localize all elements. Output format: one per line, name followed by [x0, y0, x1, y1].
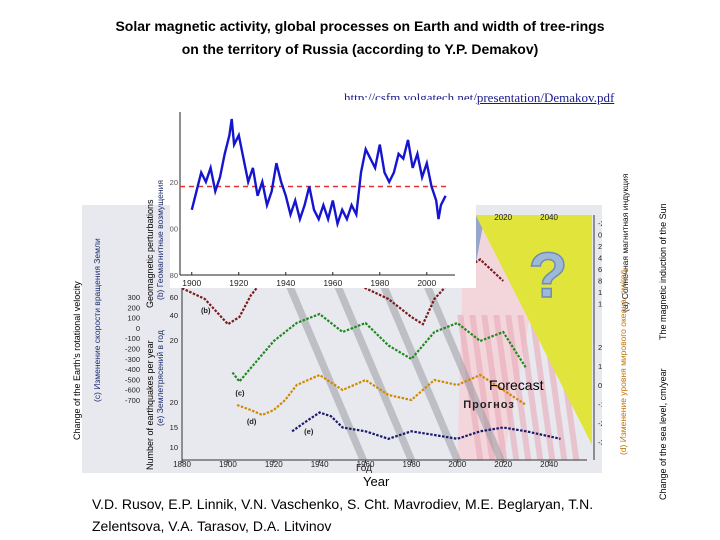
diagonal-bands — [285, 285, 505, 460]
right-tick-a: 0 — [598, 231, 602, 240]
left-tick-e: 10 — [170, 443, 178, 452]
label-geomagnetic: Geomagnetic perturbations — [145, 199, 155, 308]
forecast-hatch — [493, 315, 520, 460]
right-tick-d: -2 — [598, 419, 602, 428]
main-composite-chart: (b)(c)(d)(e) 1880 1900 1920 1940 1960 1980 200… — [82, 205, 602, 473]
left-tick-c: -300 — [125, 355, 140, 364]
diagonal-band — [333, 285, 416, 460]
right-tick-d: 1 — [598, 362, 602, 371]
forecast-hatch — [505, 315, 532, 460]
right-tick-a: 120 — [598, 300, 602, 309]
diagonal-band — [285, 285, 368, 460]
x-tick-label: 1960 — [357, 460, 375, 469]
left-tick-c: -400 — [125, 365, 140, 374]
right-tick-a: 20 — [598, 242, 602, 251]
forecast-hatch — [529, 315, 556, 460]
left-tick-e: 20 — [170, 336, 178, 345]
left-tick-c: -200 — [125, 345, 140, 354]
label-earth-rotation: Change of the Earth's rotational velocit… — [72, 281, 82, 440]
forecast-zone — [457, 215, 592, 460]
x-tick-label: 1900 — [219, 460, 237, 469]
forecast-label: Forecast — [489, 377, 544, 393]
inset-x-tick-label: 1900 — [182, 278, 201, 288]
top-tick-label: 2040 — [540, 213, 558, 222]
series-line-e — [291, 411, 561, 440]
diagonal-band — [422, 285, 505, 460]
main-axes: 1880190019201940196019802000202020402000… — [125, 213, 602, 469]
left-tick-c: 200 — [127, 303, 140, 312]
x-tick-label: 2040 — [540, 460, 558, 469]
top-tick-label: 2020 — [494, 213, 512, 222]
inset-axes: 1900 1920 1940 1960 1980 2000 120 100 80 — [170, 112, 455, 288]
inset-series-group — [180, 118, 450, 229]
inset-y-tick-label: 120 — [170, 178, 178, 187]
forecast-ru-label: Прогноз — [463, 399, 515, 411]
label-earth-rotation-ru: (с) Изменение скорости вращения Земли — [92, 238, 102, 402]
x-tick-label: 2020 — [494, 460, 512, 469]
right-tick-a: 40 — [598, 254, 602, 263]
x-tick-label: 2000 — [448, 460, 466, 469]
right-tick-a: 100 — [598, 288, 602, 297]
question-mark: ? — [528, 239, 567, 311]
x-tick-label: 1920 — [265, 460, 283, 469]
inset-y-tick-label: 100 — [170, 224, 178, 233]
year-label: Year — [363, 474, 390, 489]
left-tick-e: 20 — [170, 398, 178, 407]
curve-label-c: (c) — [235, 389, 245, 398]
right-tick-d: -1 — [598, 400, 602, 409]
left-tick-c: -100 — [125, 334, 140, 343]
left-tick-e: 15 — [170, 423, 178, 432]
label-earthquakes-ru: (e) Землетрясений в год — [155, 330, 165, 426]
left-tick-e: 40 — [170, 311, 178, 320]
series-line-d — [236, 373, 527, 417]
title-line-2: on the territory of Russia (according to… — [181, 41, 539, 57]
left-tick-c: -700 — [125, 396, 140, 405]
right-tick-d: 2 — [598, 343, 602, 352]
x-tick-label: 1880 — [173, 460, 191, 469]
title-line-1: Solar magnetic activity, global processe… — [115, 18, 605, 34]
year-ru-label: Год — [356, 463, 372, 473]
right-tick-a: 60 — [598, 265, 602, 274]
inset-series-line — [190, 118, 447, 229]
left-tick-e: 60 — [170, 293, 178, 302]
left-tick-c: 300 — [127, 293, 140, 302]
inset-x-tick-label: 1940 — [276, 278, 295, 288]
label-sea-level-ru: (d) Изменение уровня мирового океана, см… — [618, 269, 628, 455]
inset-x-tick-label: 1980 — [370, 278, 389, 288]
right-tick-a: 80 — [598, 277, 602, 286]
left-tick-c: 0 — [136, 324, 140, 333]
x-tick-label: 1980 — [403, 460, 421, 469]
label-geomagnetic-ru: (b) Геомагнитные возмущения — [155, 180, 165, 300]
left-tick-c: -600 — [125, 386, 140, 395]
authors: V.D. Rusov, E.P. Linnik, V.N. Vaschenko,… — [92, 496, 594, 534]
label-sea-level: Change of the sea level, cm/year — [658, 368, 668, 500]
forecast-hatch — [517, 315, 544, 460]
curve-label-e: (e) — [304, 427, 314, 436]
label-sun-induction: The magnetic induction of the Sun — [658, 203, 668, 340]
main-series-group: (b) (c) (d) (e) — [181, 247, 561, 440]
inset-y-tick-label: 80 — [170, 271, 178, 280]
diagonal-band — [379, 285, 462, 460]
right-tick-a: -20 — [598, 219, 602, 228]
label-earthquakes: Number of earthquakes per year — [145, 340, 155, 470]
forecast-hatch — [481, 315, 508, 460]
series-line-b — [181, 247, 504, 326]
x-tick-label: 1940 — [311, 460, 329, 469]
left-tick-c: -500 — [125, 375, 140, 384]
curve-label-d: (d) — [247, 417, 257, 426]
inset-x-tick-label: 1960 — [323, 278, 342, 288]
right-tick-d: 0 — [598, 381, 602, 390]
inset-x-tick-label: 1920 — [229, 278, 248, 288]
inset-background — [170, 100, 476, 288]
inset-x-tick-label: 2000 — [417, 278, 436, 288]
curve-label-b: (b) — [201, 306, 211, 315]
inset-solar-chart: 1900 1920 1940 1960 1980 2000 120 100 80 — [170, 100, 476, 288]
right-tick-d: -3 — [598, 438, 602, 447]
series-line-c — [231, 312, 528, 384]
left-tick-c: 100 — [127, 314, 140, 323]
